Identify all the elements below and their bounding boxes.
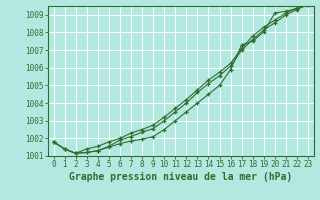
X-axis label: Graphe pression niveau de la mer (hPa): Graphe pression niveau de la mer (hPa) (69, 172, 292, 182)
